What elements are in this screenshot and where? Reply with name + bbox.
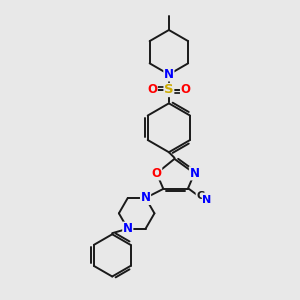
Text: N: N <box>123 222 133 235</box>
Text: O: O <box>152 167 162 180</box>
Text: S: S <box>164 83 174 97</box>
Text: N: N <box>189 167 200 180</box>
Text: C: C <box>196 191 204 201</box>
Text: N: N <box>202 195 211 205</box>
Text: N: N <box>141 191 151 204</box>
Text: O: O <box>147 83 157 97</box>
Text: N: N <box>164 68 174 81</box>
Text: O: O <box>181 83 190 97</box>
